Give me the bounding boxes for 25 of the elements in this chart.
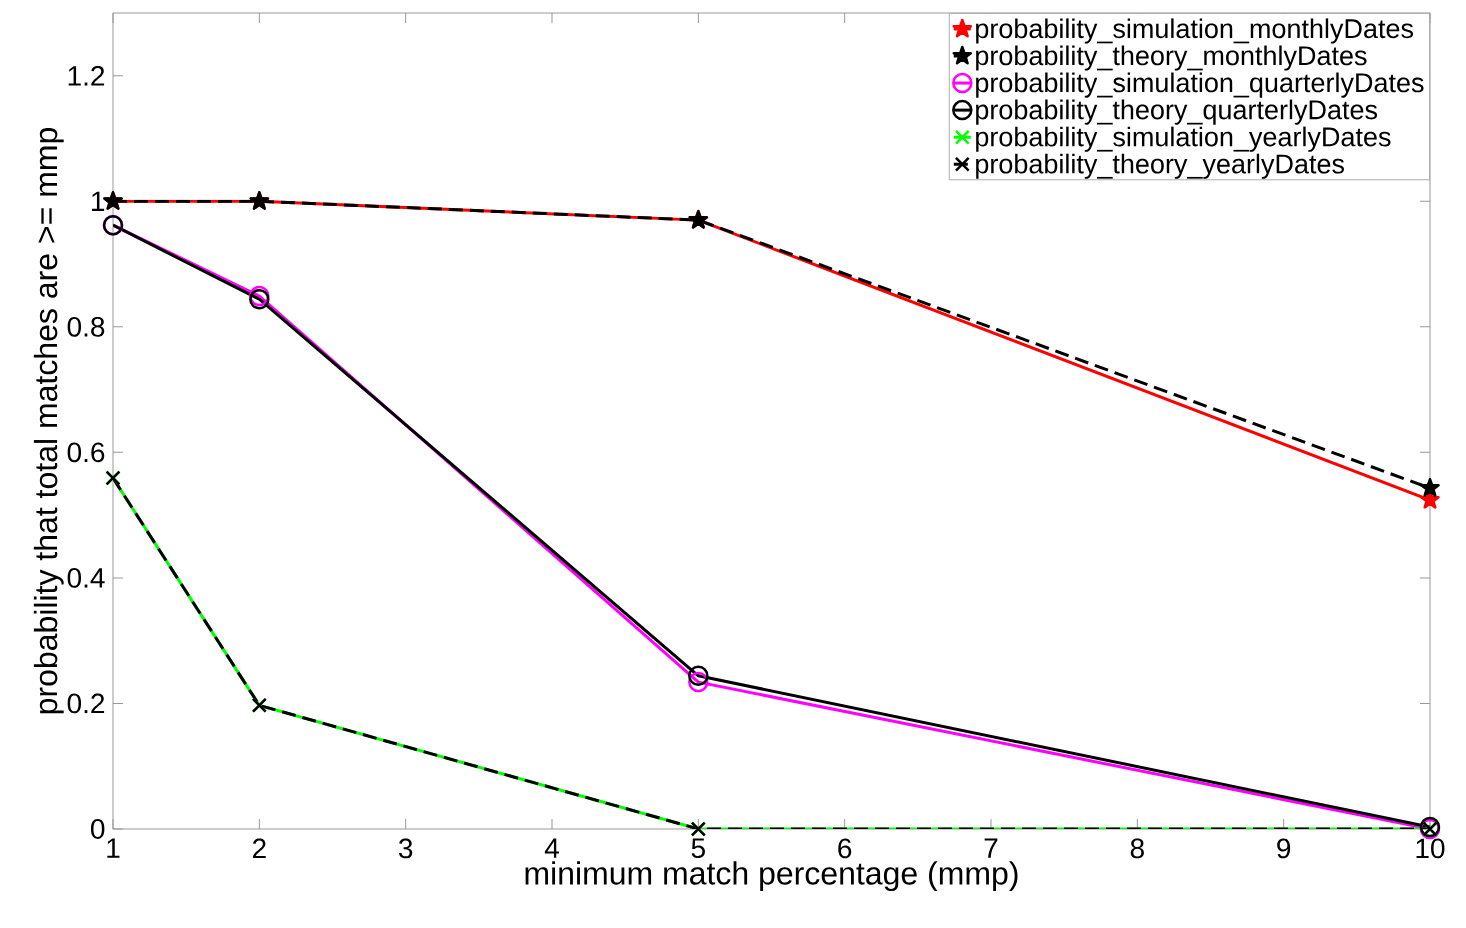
x-tick-label: 2 — [252, 838, 266, 859]
x-tick-label: 7 — [984, 838, 998, 858]
x-tick-label: 10 — [1416, 838, 1445, 859]
y-tick-label: 0 — [91, 819, 105, 839]
legend-label: probability_theory_yearlyDates — [976, 153, 1344, 179]
y-tick-label: 0.4 — [67, 568, 105, 588]
legend-label: probability_simulation_monthlyDates — [976, 18, 1414, 44]
x-axis-title: minimum match percentage (mmp) — [525, 861, 1018, 892]
x-tick-label: 3 — [398, 838, 413, 859]
y-axis-title: probability that total matches are >= mmp — [33, 128, 64, 714]
x-tick-label: 6 — [838, 838, 852, 859]
x-tick-label: 5 — [691, 838, 705, 859]
y-tick-label: 0.8 — [67, 316, 105, 337]
legend-label: probability_simulation_yearlyDates — [976, 126, 1391, 152]
x-tick-label: 9 — [1277, 838, 1291, 859]
legend-label: probability_theory_quarterlyDates — [976, 99, 1378, 125]
y-tick-label: 0.6 — [67, 442, 105, 463]
y-tick-label: 1.2 — [68, 65, 105, 86]
x-tick-label: 4 — [544, 838, 559, 858]
y-tick-label: 1 — [92, 191, 105, 211]
y-tick-label: 0.2 — [67, 693, 105, 714]
x-tick-label: 8 — [1130, 838, 1144, 859]
legend-label: probability_simulation_quarterlyDates — [976, 72, 1424, 98]
x-tick-label: 1 — [107, 838, 120, 858]
legend-label: probability_theory_monthlyDates — [976, 45, 1367, 71]
